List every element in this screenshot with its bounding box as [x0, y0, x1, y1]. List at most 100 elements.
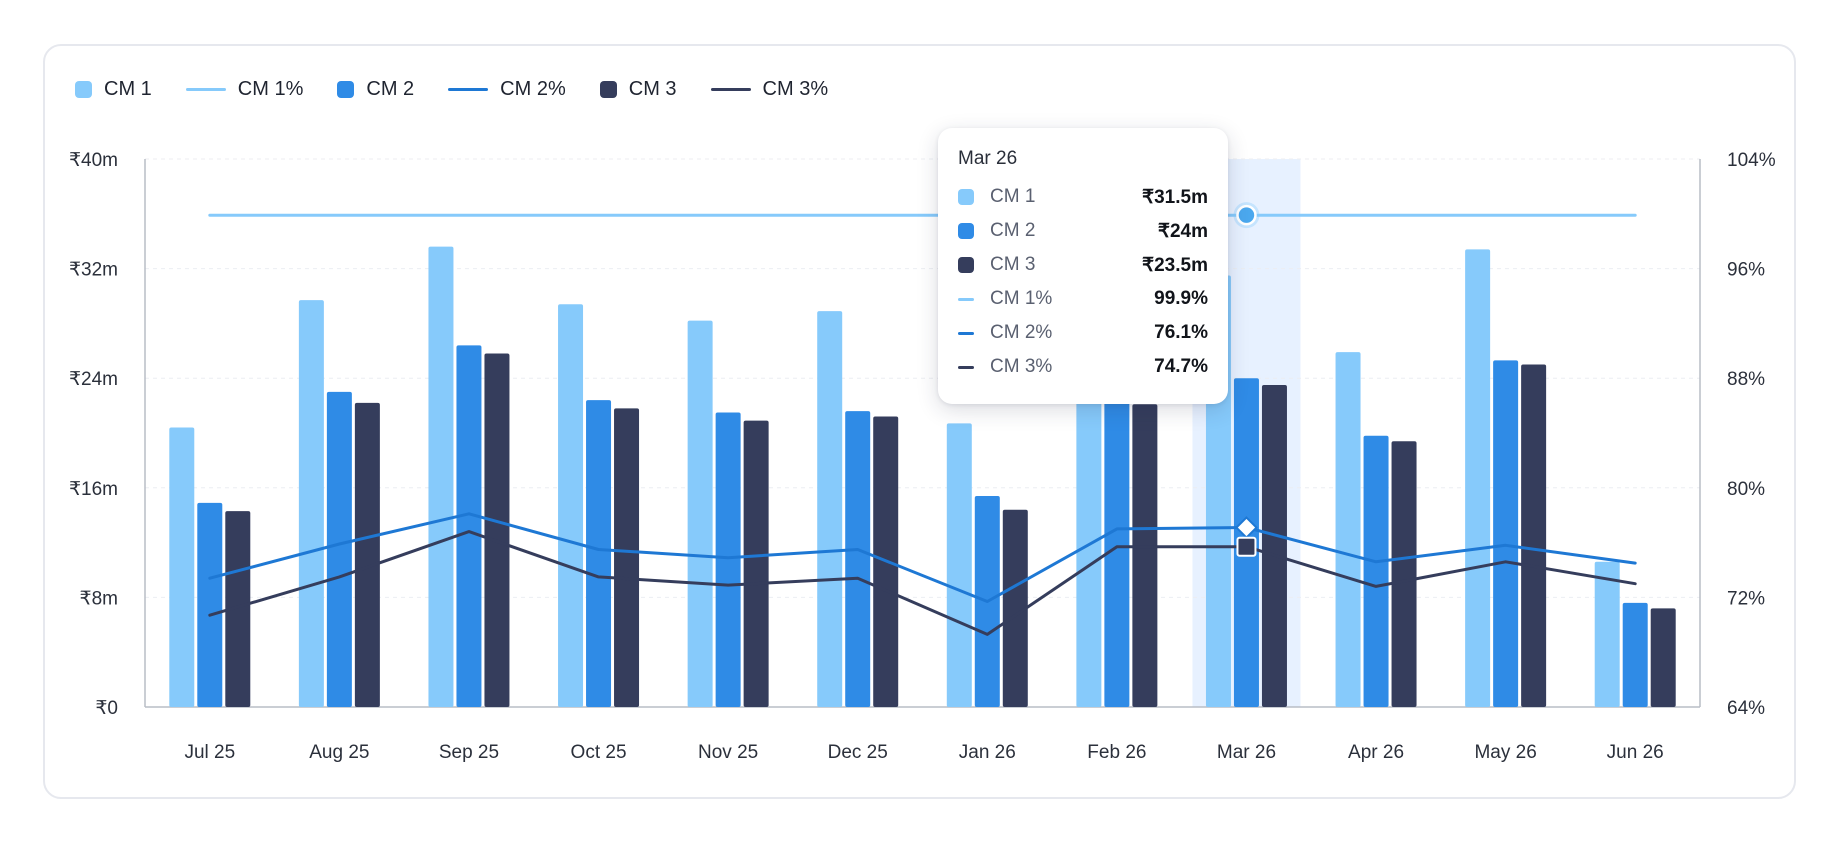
y-right-tick-label: 80% [1727, 479, 1765, 500]
legend-item-cm2[interactable]: CM 2 [337, 78, 414, 101]
tooltip-value-cm2-pct: 76.1% [1154, 322, 1208, 343]
y-right-tick-label: 96% [1727, 260, 1765, 281]
legend-swatch-cm3 [599, 80, 617, 98]
bar-cm2-jul-25 [197, 502, 223, 707]
x-tick-label: May 26 [1474, 742, 1536, 763]
hover-marker-cm3-pct [1236, 536, 1257, 557]
bar-cm2-aug-25 [326, 391, 352, 707]
tooltip-value-cm3-pct: 74.7% [1154, 356, 1208, 377]
bar-cm3-oct-25 [614, 408, 640, 707]
y-left-tick-label: ₹40m [69, 150, 118, 171]
line-cm2-pct [208, 512, 1637, 603]
tooltip-swatch-cm2 [958, 223, 974, 239]
bar-cm2-may-26 [1493, 360, 1519, 707]
chart-tooltip: Mar 26 CM 1 ₹31.5m CM 2 ₹24m CM 3 ₹23.5m… [938, 128, 1228, 404]
tooltip-row-cm3-pct: CM 3% 74.7% [958, 350, 1208, 384]
bar-cm3-nov-25 [743, 420, 769, 707]
legend-swatch-cm3-pct [710, 87, 751, 91]
x-tick-label: Jul 25 [184, 742, 235, 763]
y-left-tick-label: ₹24m [69, 369, 118, 390]
tooltip-row-cm2: CM 2 ₹24m [958, 214, 1208, 248]
bar-cm3-aug-25 [354, 402, 380, 707]
legend-swatch-cm2 [337, 80, 355, 98]
tooltip-label-cm1: CM 1 [990, 186, 1036, 207]
bar-cm1-may-26 [1465, 249, 1491, 708]
legend-swatch-cm1-pct [185, 87, 226, 91]
bar-cm2-jun-26 [1622, 602, 1648, 707]
bar-cm3-apr-26 [1391, 441, 1417, 707]
bar-cm1-oct-25 [558, 304, 584, 707]
x-tick-label: Oct 25 [571, 742, 627, 763]
x-tick-label: Mar 26 [1217, 742, 1276, 763]
bar-cm3-jun-26 [1650, 608, 1676, 707]
bar-cm3-jan-26 [1002, 509, 1028, 707]
line-cm3-pct [208, 530, 1637, 636]
tooltip-row-cm2-pct: CM 2% 76.1% [958, 316, 1208, 350]
tooltip-row-cm3: CM 3 ₹23.5m [958, 248, 1208, 282]
y-left-tick-label: ₹32m [69, 260, 118, 281]
bar-cm3-mar-26 [1261, 385, 1287, 707]
bar-cm2-sep-25 [456, 345, 482, 707]
tooltip-swatch-cm2-pct [958, 331, 974, 335]
legend-swatch-cm2-pct [448, 87, 489, 91]
legend-item-cm2-pct[interactable]: CM 2% [448, 78, 566, 101]
bar-cm1-jul-25 [169, 427, 195, 707]
tooltip-label-cm1-pct: CM 1% [990, 288, 1053, 309]
x-tick-label: Apr 26 [1348, 742, 1404, 763]
tooltip-value-cm1-pct: 99.9% [1154, 288, 1208, 309]
tooltip-swatch-cm1-pct [958, 297, 974, 301]
tooltip-swatch-cm3 [958, 257, 974, 273]
bar-cm1-aug-25 [298, 300, 324, 707]
tooltip-title: Mar 26 [958, 148, 1018, 169]
tooltip-swatch-cm1 [958, 189, 974, 205]
bar-cm3-jul-25 [225, 511, 251, 707]
x-tick-label: Nov 25 [698, 742, 758, 763]
x-tick-label: Jan 26 [959, 742, 1016, 763]
bar-cm1-nov-25 [687, 320, 713, 707]
x-tick-label: Aug 25 [309, 742, 369, 763]
chart-legend: CM 1 CM 1% CM 2 CM 2% CM 3 CM 3% [75, 74, 862, 104]
x-tick-label: Sep 25 [439, 742, 499, 763]
bar-cm3-sep-25 [484, 353, 510, 707]
tooltip-label-cm3: CM 3 [990, 254, 1036, 275]
bar-cm1-jan-26 [946, 423, 972, 707]
legend-item-cm1-pct[interactable]: CM 1% [185, 77, 304, 101]
bar-cm1-dec-25 [817, 311, 843, 707]
legend-label-cm2-pct: CM 2% [500, 77, 566, 100]
y-right-tick-label: 88% [1727, 369, 1765, 390]
tooltip-label-cm2: CM 2 [990, 220, 1036, 241]
legend-item-cm3[interactable]: CM 3 [599, 77, 677, 101]
legend-label-cm3: CM 3 [628, 77, 677, 100]
bar-cm2-feb-26 [1104, 401, 1130, 707]
bar-cm2-oct-25 [586, 400, 612, 707]
legend-label-cm2: CM 2 [366, 77, 415, 100]
bar-cm3-feb-26 [1132, 404, 1158, 707]
bar-cm1-sep-25 [428, 246, 454, 707]
tooltip-row-cm1: CM 1 ₹31.5m [958, 180, 1208, 214]
tooltip-swatch-cm3-pct [958, 365, 974, 369]
legend-item-cm1[interactable]: CM 1 [75, 78, 152, 101]
bar-cm2-dec-25 [845, 411, 871, 707]
tooltip-row-cm1-pct: CM 1% 99.9% [958, 282, 1208, 316]
y-left-tick-label: ₹8m [80, 588, 118, 609]
tooltip-label-cm3-pct: CM 3% [990, 356, 1053, 377]
tooltip-value-cm2: ₹24m [1157, 220, 1208, 242]
bar-cm2-nov-25 [715, 412, 741, 707]
legend-label-cm1: CM 1 [104, 77, 152, 100]
bar-cm1-feb-26 [1076, 350, 1102, 707]
bar-cm1-jun-26 [1594, 561, 1620, 707]
legend-label-cm3-pct: CM 3% [762, 77, 829, 100]
legend-swatch-cm1 [75, 80, 92, 98]
legend-label-cm1-pct: CM 1% [237, 77, 304, 100]
y-right-tick-label: 72% [1727, 588, 1765, 609]
y-left-tick-label: ₹16m [69, 479, 118, 500]
x-tick-label: Dec 25 [828, 742, 888, 763]
bar-cm3-may-26 [1521, 364, 1547, 707]
bar-cm1-apr-26 [1335, 352, 1361, 707]
x-tick-label: Jun 26 [1607, 742, 1664, 763]
y-left-tick-label: ₹0 [95, 698, 118, 719]
legend-item-cm3-pct[interactable]: CM 3% [710, 77, 829, 101]
hover-marker-cm1-pct [1236, 204, 1257, 226]
bar-cm2-apr-26 [1363, 435, 1389, 707]
